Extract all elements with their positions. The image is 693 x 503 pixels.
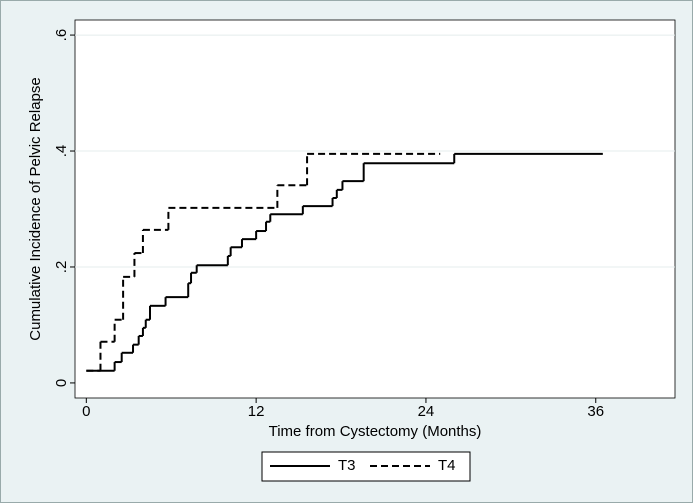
y-tick-label: .4 bbox=[53, 145, 70, 158]
x-tick-label: 24 bbox=[418, 403, 435, 420]
legend-label: T3 bbox=[338, 457, 356, 474]
y-axis-title: Cumulative Incidence of Pelvic Relapse bbox=[27, 77, 44, 340]
y-tick-label: 0 bbox=[53, 379, 70, 387]
y-tick-label: .2 bbox=[53, 261, 70, 274]
x-tick-label: 0 bbox=[82, 403, 90, 420]
y-tick-label: .6 bbox=[53, 29, 70, 42]
legend-label: T4 bbox=[438, 457, 456, 474]
x-axis-title: Time from Cystectomy (Months) bbox=[269, 423, 482, 440]
x-tick-label: 12 bbox=[248, 403, 265, 420]
plot-area bbox=[74, 19, 676, 399]
x-tick-label: 36 bbox=[587, 403, 604, 420]
